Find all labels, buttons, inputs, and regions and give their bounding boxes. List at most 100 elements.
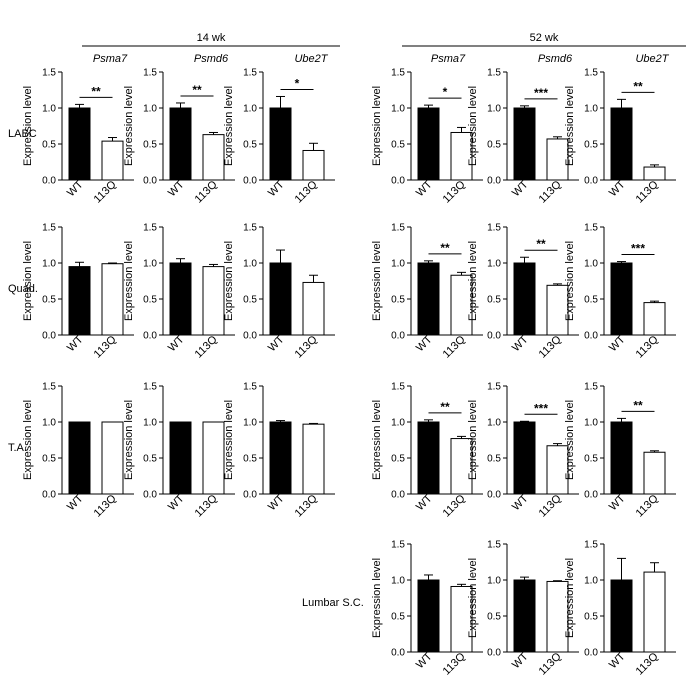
y-tick-label-labc-52-wk-ube2t: 0.0 <box>584 176 598 187</box>
y-tick-label-labc-52-wk-psmd6: 0.0 <box>487 176 501 187</box>
y-tick-label-labc-52-wk-psma7: 1.5 <box>391 68 405 79</box>
y-tick-label-t-a-14-wk-psmd6: 1.5 <box>143 382 157 393</box>
bar-t-a-52-wk-ube2t-1 <box>643 451 666 495</box>
column-title-52wk-ube2t: Ube2T <box>635 53 669 65</box>
significance-label-labc-14-wk-ube2t: * <box>295 76 300 90</box>
y-tick-label-labc-14-wk-ube2t: 0.0 <box>243 176 257 187</box>
x-tick-label-t-a-14-wk-psma7-0: WT <box>65 492 86 513</box>
y-tick-label-t-a-14-wk-psma7: 1.5 <box>42 382 56 393</box>
bar-lumbar-s-c-52-wk-ube2t-0 <box>610 579 633 653</box>
y-tick-label-t-a-14-wk-psma7: 0.0 <box>42 490 56 501</box>
bar-t-a-14-wk-psma7-0 <box>68 421 91 495</box>
bar-quad-52-wk-psma7-0 <box>417 262 440 336</box>
x-tick-label-lumbar-s-c-52-wk-psmd6-1: 113Q <box>537 650 564 677</box>
bar-labc-14-wk-ube2t-0 <box>269 107 292 181</box>
bar-t-a-52-wk-ube2t-0 <box>610 421 633 495</box>
x-tick-label-quad-14-wk-ube2t-0: WT <box>266 333 287 354</box>
y-axis-label-labc-52-wk-psmd6: Expression level <box>467 86 479 166</box>
bar-labc-52-wk-ube2t-1 <box>643 166 666 181</box>
x-tick-label-t-a-14-wk-psmd6-1: 113Q <box>193 492 220 519</box>
bar-labc-14-wk-psmd6-1 <box>202 134 225 181</box>
y-tick-label-t-a-14-wk-ube2t: 1.0 <box>243 418 257 429</box>
y-axis-label-quad-14-wk-psma7: Expression level <box>22 241 34 321</box>
y-axis-label-t-a-14-wk-psma7: Expression level <box>22 400 34 480</box>
y-tick-label-lumbar-s-c-52-wk-psmd6: 0.0 <box>487 648 501 659</box>
y-tick-label-lumbar-s-c-52-wk-ube2t: 0.0 <box>584 648 598 659</box>
bar-quad-52-wk-psmd6-0 <box>513 262 536 336</box>
y-tick-label-quad-14-wk-ube2t: 0.0 <box>243 331 257 342</box>
y-tick-label-quad-52-wk-psmd6: 0.0 <box>487 331 501 342</box>
y-tick-label-t-a-52-wk-psma7: 1.5 <box>391 382 405 393</box>
y-tick-label-t-a-14-wk-psmd6: 0.0 <box>143 490 157 501</box>
y-tick-label-quad-52-wk-ube2t: 1.5 <box>584 223 598 234</box>
y-tick-label-lumbar-s-c-52-wk-psma7: 1.5 <box>391 540 405 551</box>
y-tick-label-quad-52-wk-psmd6: 1.5 <box>487 223 501 234</box>
bar-quad-52-wk-ube2t-0 <box>610 262 633 336</box>
y-axis-label-t-a-52-wk-psmd6: Expression level <box>467 400 479 480</box>
y-tick-label-labc-52-wk-ube2t: 1.0 <box>584 104 598 115</box>
bar-t-a-14-wk-psmd6-0 <box>169 421 192 495</box>
x-tick-label-quad-14-wk-ube2t-1: 113Q <box>293 333 320 360</box>
significance-label-labc-14-wk-psmd6: ** <box>192 83 202 97</box>
significance-label-quad-52-wk-psmd6: ** <box>536 237 546 251</box>
x-tick-label-lumbar-s-c-52-wk-psma7-0: WT <box>414 650 435 671</box>
x-tick-label-t-a-52-wk-ube2t-0: WT <box>607 492 628 513</box>
y-axis-label-t-a-52-wk-psma7: Expression level <box>371 400 383 480</box>
y-tick-label-t-a-52-wk-ube2t: 0.0 <box>584 490 598 501</box>
x-tick-label-quad-14-wk-psmd6-0: WT <box>166 333 187 354</box>
column-title-52wk-psma7: Psma7 <box>431 53 466 65</box>
y-tick-label-lumbar-s-c-52-wk-psmd6: 1.0 <box>487 576 501 587</box>
y-tick-label-quad-52-wk-ube2t: 0.0 <box>584 331 598 342</box>
x-tick-label-t-a-52-wk-psma7-1: 113Q <box>441 492 468 519</box>
y-axis-label-quad-52-wk-ube2t: Expression level <box>564 241 576 321</box>
column-title-52wk-psmd6: Psmd6 <box>538 53 573 65</box>
y-axis-label-t-a-52-wk-ube2t: Expression level <box>564 400 576 480</box>
y-tick-label-t-a-14-wk-ube2t: 0.5 <box>243 454 257 465</box>
x-tick-label-t-a-14-wk-psma7-1: 113Q <box>92 492 119 519</box>
bar-t-a-52-wk-psma7-0 <box>417 421 440 495</box>
x-tick-label-quad-52-wk-psma7-0: WT <box>414 333 435 354</box>
significance-label-labc-14-wk-psma7: ** <box>91 84 101 98</box>
y-tick-label-labc-14-wk-psma7: 0.0 <box>42 176 56 187</box>
column-title-14wk-psmd6: Psmd6 <box>194 53 229 65</box>
bar-t-a-14-wk-ube2t-1 <box>302 423 325 495</box>
y-tick-label-labc-14-wk-psma7: 0.5 <box>42 140 56 151</box>
y-tick-label-lumbar-s-c-52-wk-ube2t: 1.0 <box>584 576 598 587</box>
y-tick-label-t-a-52-wk-psmd6: 0.5 <box>487 454 501 465</box>
y-tick-label-t-a-52-wk-psma7: 0.5 <box>391 454 405 465</box>
x-tick-label-quad-52-wk-ube2t-1: 113Q <box>634 333 661 360</box>
y-axis-label-quad-52-wk-psma7: Expression level <box>371 241 383 321</box>
y-axis-label-labc-14-wk-psma7: Expression level <box>22 86 34 166</box>
y-tick-label-quad-52-wk-psmd6: 1.0 <box>487 259 501 270</box>
bar-quad-14-wk-psma7-0 <box>68 266 91 336</box>
group-header-52wk: 52 wk <box>530 32 559 44</box>
y-tick-label-t-a-52-wk-psmd6: 1.5 <box>487 382 501 393</box>
bar-t-a-14-wk-psmd6-1 <box>202 421 225 495</box>
column-title-14wk-psma7: Psma7 <box>93 53 128 65</box>
x-tick-label-lumbar-s-c-52-wk-psma7-1: 113Q <box>441 650 468 677</box>
bar-labc-14-wk-ube2t-1 <box>302 149 325 181</box>
y-tick-label-quad-14-wk-ube2t: 1.5 <box>243 223 257 234</box>
y-axis-label-quad-14-wk-psmd6: Expression level <box>123 241 135 321</box>
y-tick-label-t-a-52-wk-psmd6: 0.0 <box>487 490 501 501</box>
y-tick-label-quad-14-wk-ube2t: 0.5 <box>243 295 257 306</box>
y-tick-label-t-a-14-wk-ube2t: 1.5 <box>243 382 257 393</box>
x-tick-label-lumbar-s-c-52-wk-psmd6-0: WT <box>510 650 531 671</box>
y-tick-label-lumbar-s-c-52-wk-ube2t: 1.5 <box>584 540 598 551</box>
bar-quad-14-wk-psmd6-0 <box>169 262 192 336</box>
x-tick-label-labc-52-wk-psma7-1: 113Q <box>441 178 468 205</box>
y-tick-label-quad-52-wk-psma7: 1.5 <box>391 223 405 234</box>
x-tick-label-labc-52-wk-ube2t-1: 113Q <box>634 178 661 205</box>
significance-label-quad-52-wk-ube2t: *** <box>631 242 645 256</box>
bar-lumbar-s-c-52-wk-psma7-0 <box>417 579 440 653</box>
significance-label-quad-52-wk-psma7: ** <box>440 241 450 255</box>
y-tick-label-quad-14-wk-ube2t: 1.0 <box>243 259 257 270</box>
y-tick-label-labc-14-wk-psmd6: 0.5 <box>143 140 157 151</box>
y-tick-label-labc-52-wk-ube2t: 1.5 <box>584 68 598 79</box>
row-label-lumbar-sc: Lumbar S.C. <box>302 597 364 609</box>
y-tick-label-lumbar-s-c-52-wk-ube2t: 0.5 <box>584 612 598 623</box>
y-tick-label-t-a-52-wk-ube2t: 1.5 <box>584 382 598 393</box>
x-tick-label-labc-14-wk-ube2t-1: 113Q <box>293 178 320 205</box>
bar-labc-14-wk-psma7-1 <box>101 140 124 181</box>
y-tick-label-quad-14-wk-psmd6: 1.0 <box>143 259 157 270</box>
